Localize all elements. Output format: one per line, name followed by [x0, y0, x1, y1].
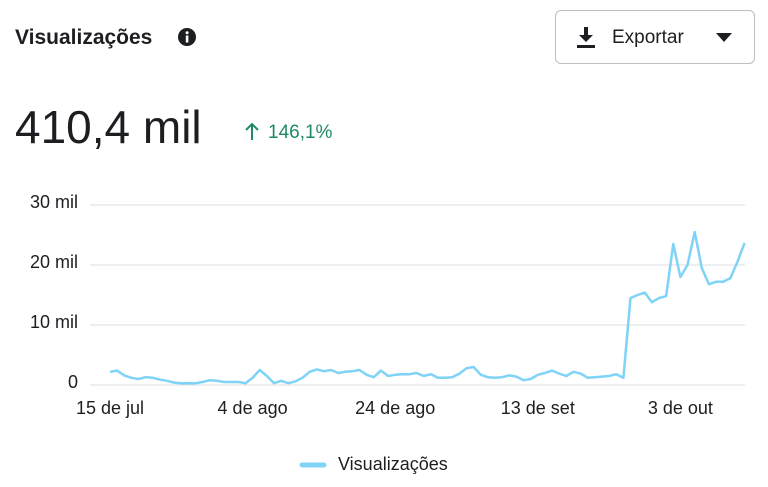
x-tick-label: 24 de ago: [355, 398, 435, 418]
x-tick-label: 3 de out: [648, 398, 713, 418]
download-icon: [577, 27, 595, 48]
x-tick-label: 4 de ago: [218, 398, 288, 418]
export-button[interactable]: Exportar: [555, 10, 755, 64]
y-tick-label: 10 mil: [30, 312, 78, 332]
up-arrow: [245, 122, 259, 140]
line: [109, 230, 746, 385]
caret-icon: [716, 33, 732, 42]
export-label: Exportar: [612, 27, 684, 48]
y-tick-label: 20 mil: [30, 252, 78, 272]
x-tick-label: 15 de jul: [76, 398, 144, 418]
total-value: 410,4 mil: [15, 101, 202, 153]
y-tick-label: 30 mil: [30, 192, 78, 212]
info-icon[interactable]: [178, 28, 196, 46]
change-value: 146,1%: [268, 122, 333, 143]
y-tick-label: 0: [68, 372, 78, 392]
title: Visualizações: [15, 26, 153, 49]
legend-label: Visualizações: [338, 454, 448, 474]
x-tick-label: 13 de set: [501, 398, 575, 418]
